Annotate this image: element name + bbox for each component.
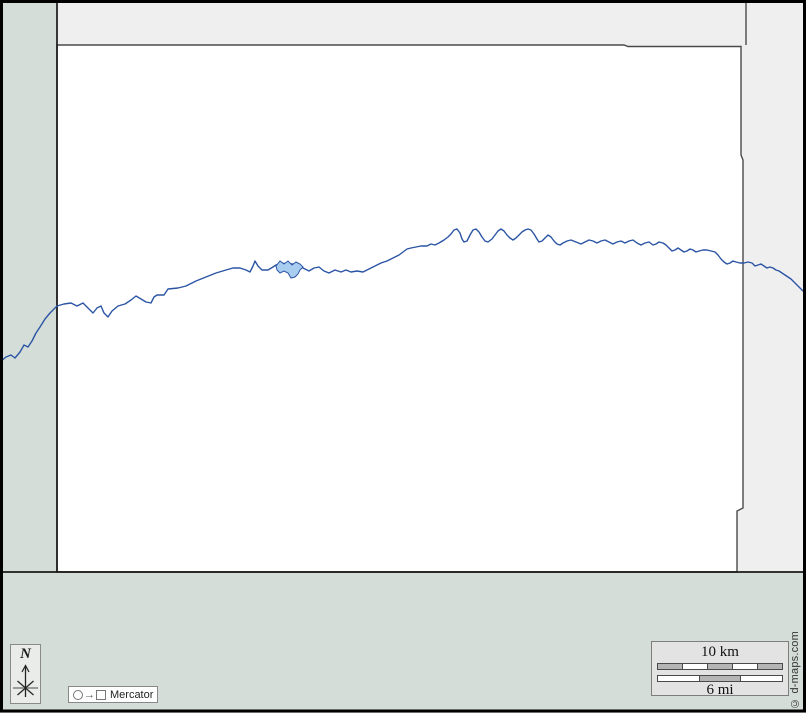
- lake-shape: [275, 260, 304, 279]
- compass-rose-icon: [13, 664, 38, 697]
- globe-circle-icon: [73, 689, 83, 700]
- projection-box: → Mercator: [68, 686, 158, 703]
- river-path: [0, 228, 804, 363]
- compass-north-label: N: [20, 646, 31, 662]
- projection-label: Mercator: [110, 688, 154, 701]
- scale-segment: [658, 664, 682, 669]
- scale-segment: [698, 676, 741, 681]
- scale-bar-mi: [657, 675, 783, 682]
- scale-box: 10 km 6 mi: [651, 641, 789, 698]
- scale-segment: [757, 664, 782, 669]
- scale-segment: [658, 676, 699, 681]
- arrow-right-icon: →: [84, 688, 95, 701]
- scale-mi-label: 6 mi: [706, 682, 734, 698]
- scale-segment: [682, 664, 707, 669]
- flat-square-icon: [96, 689, 106, 700]
- scale-segment: [707, 664, 732, 669]
- scale-km-label: 10 km: [701, 644, 739, 660]
- compass-box: N: [10, 644, 41, 704]
- scale-segment: [732, 664, 757, 669]
- scale-segment: [740, 676, 783, 681]
- county-shape: [56, 44, 744, 573]
- scale-bar-km: [657, 663, 783, 670]
- copyright-text: © d-maps.com: [789, 631, 801, 709]
